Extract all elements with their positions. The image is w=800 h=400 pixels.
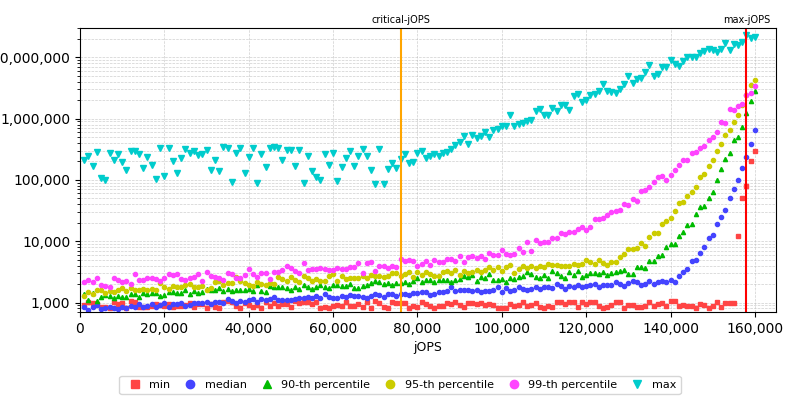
Text: critical-jOPS: critical-jOPS — [371, 15, 430, 25]
X-axis label: jOPS: jOPS — [414, 341, 442, 354]
Legend: min, median, 90-th percentile, 95-th percentile, 99-th percentile, max: min, median, 90-th percentile, 95-th per… — [119, 376, 681, 394]
Text: max-jOPS: max-jOPS — [723, 15, 770, 25]
